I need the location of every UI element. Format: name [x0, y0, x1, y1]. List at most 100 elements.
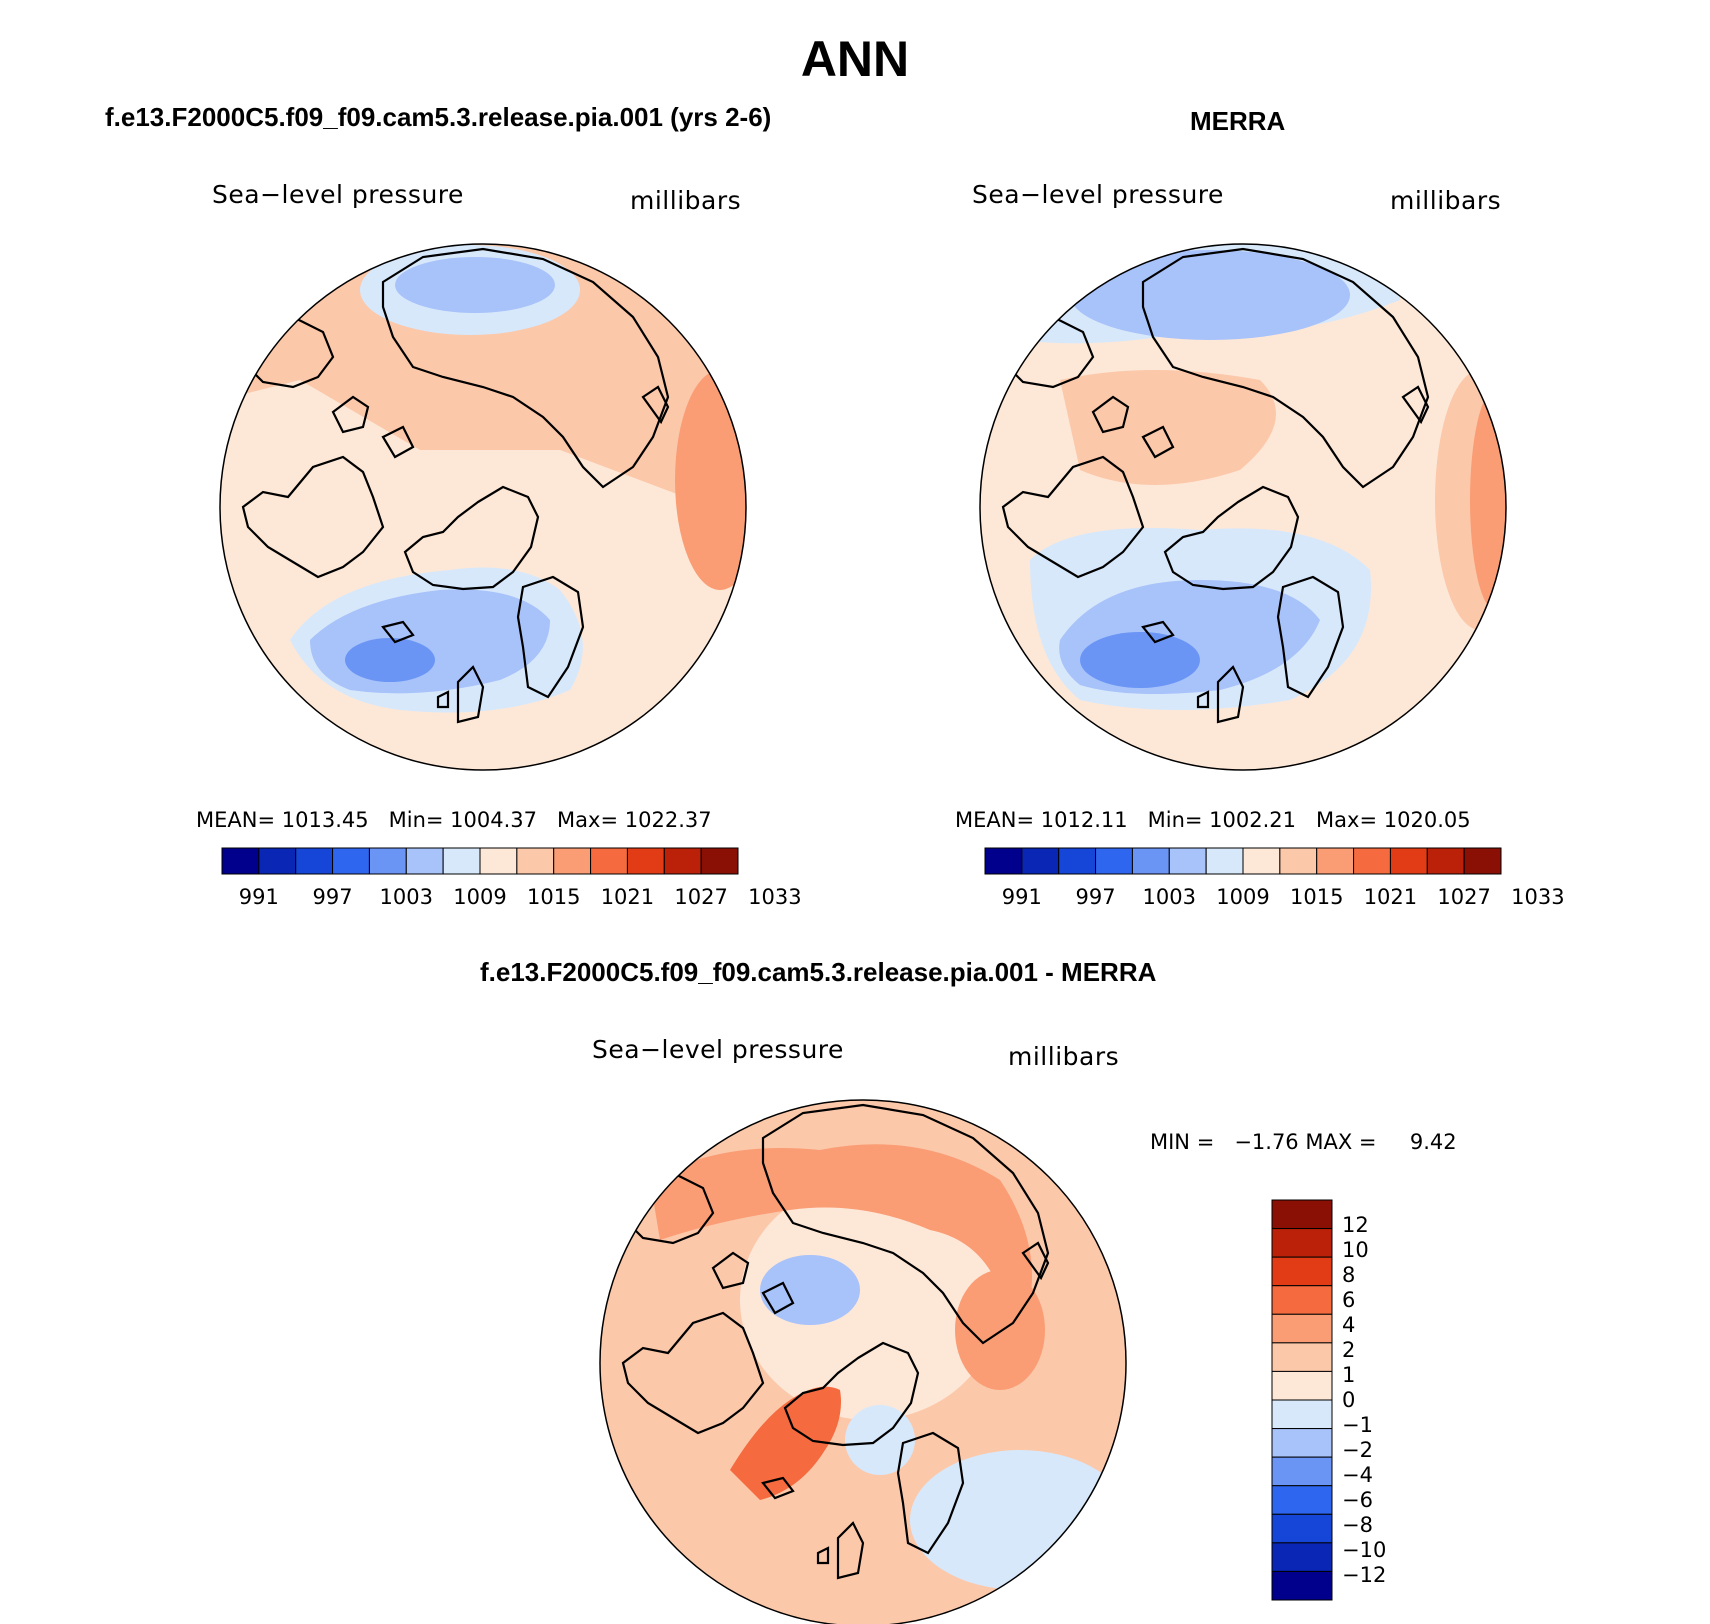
diff-blue-arctic [760, 1255, 860, 1325]
diff-map-border [599, 1099, 1127, 1624]
model-colorbar-swatch-11 [626, 847, 665, 875]
obs-stats: MEAN= 1012.11 Min= 1002.21 Max= 1020.05 [955, 808, 1471, 832]
diff-colorbar-tick-label: 0 [1342, 1388, 1355, 1412]
obs-map-border [979, 243, 1507, 771]
obs-salmon-east [1470, 390, 1506, 610]
diff-colorbar-tick-label: −1 [1342, 1413, 1373, 1437]
obs-colorbar-tick-label: 1033 [1511, 885, 1564, 909]
model-colorbar-swatch-13 [700, 847, 739, 875]
model-panel-title: f.e13.F2000C5.f09_f09.cam5.3.release.pia… [105, 102, 772, 132]
model-colorbar-tick-label: 1027 [674, 885, 727, 909]
obs-colorbar-swatch-0 [984, 847, 1023, 875]
model-colorbar-swatch-4 [368, 847, 407, 875]
diff-colorbar-tick-label: 2 [1342, 1338, 1355, 1362]
model-colorbar-tick-label: 1009 [453, 885, 506, 909]
model-blue-north-inner [395, 257, 555, 313]
diff-colorbar-tick-label: −12 [1342, 1563, 1386, 1587]
model-pink-region [220, 244, 746, 520]
diff-orange-greenland [730, 1386, 841, 1500]
obs-panel-title: MERRA [1190, 106, 1286, 136]
diff-colorbar-swatch-1 [1271, 1228, 1333, 1258]
model-colorbar-tick-label: 1015 [527, 885, 580, 909]
model-colorbar-swatch-5 [405, 847, 444, 875]
obs-colorbar-tick-label: 1003 [1143, 885, 1196, 909]
model-min-label: Min= [388, 808, 444, 832]
diff-colorbar-swatch-0 [1271, 1199, 1333, 1230]
model-mean-label: MEAN= [196, 808, 276, 832]
model-colorbar: 991 997 1003 1009 1015 1021 1027 1033 [221, 847, 802, 909]
obs-colorbar-swatch-9 [1316, 847, 1355, 875]
obs-colorbar-swatch-13 [1463, 847, 1502, 875]
model-colorbar-swatch-3 [332, 847, 370, 875]
obs-units-label: millibars [1390, 186, 1502, 215]
diff-colorbar-swatch-7 [1271, 1399, 1333, 1430]
obs-colorbar-swatch-7 [1242, 847, 1281, 875]
diff-colorbar-tick-label: −2 [1342, 1438, 1373, 1462]
model-salmon-east [675, 370, 746, 590]
model-colorbar-swatch-9 [553, 847, 592, 875]
diff-salmon-north [650, 1144, 1032, 1300]
obs-colorbar-swatch-11 [1389, 847, 1428, 875]
obs-colorbar-swatch-10 [1353, 847, 1391, 875]
model-stats: MEAN= 1013.45 Min= 1004.37 Max= 1022.37 [196, 808, 712, 832]
obs-min-label: Min= [1147, 808, 1203, 832]
model-field-label: Sea−level pressure [212, 180, 464, 209]
diff-colorbar-tick-label: −4 [1342, 1463, 1373, 1487]
model-map-border [219, 243, 747, 771]
obs-colorbar-swatch-6 [1205, 847, 1244, 875]
diff-neutral-center [740, 1180, 1000, 1420]
model-colorbar-tick-label: 1033 [748, 885, 801, 909]
diff-colorbar-swatch-8 [1271, 1428, 1333, 1458]
obs-colorbar-swatch-1 [1021, 847, 1060, 875]
diff-colorbar-tick-label: −6 [1342, 1488, 1373, 1512]
main-title: ANN [800, 31, 910, 87]
obs-colorbar-swatch-2 [1058, 847, 1097, 875]
diff-colorbar-tick-label: 4 [1342, 1313, 1355, 1337]
model-units-label: millibars [630, 186, 742, 215]
obs-colorbar-tick-label: 1027 [1437, 885, 1490, 909]
diff-panel-title: f.e13.F2000C5.f09_f09.cam5.3.release.pia… [480, 957, 1157, 987]
diff-colorbar-tick-label: 10 [1342, 1238, 1369, 1262]
diff-colorbar-swatch-11 [1271, 1513, 1333, 1544]
obs-colorbar: 991 997 1003 1009 1015 1021 1027 1033 [984, 847, 1565, 909]
model-min-value: 1004.37 [450, 808, 538, 832]
model-colorbar-swatch-2 [295, 847, 334, 875]
obs-low-center [1080, 632, 1200, 688]
diff-minmax: MIN = −1.76 MAX = 9.42 [1150, 1130, 1457, 1154]
diff-map [600, 1100, 1126, 1624]
obs-max-label: Max= [1316, 808, 1378, 832]
diff-colorbar-swatch-5 [1271, 1342, 1333, 1372]
diff-salmon-east [955, 1270, 1045, 1390]
obs-colorbar-swatch-12 [1426, 847, 1465, 875]
model-colorbar-swatch-0 [221, 847, 260, 875]
diff-colorbar-tick-label: 1 [1342, 1363, 1355, 1387]
obs-colorbar-swatch-4 [1131, 847, 1170, 875]
model-low-center [345, 638, 435, 682]
diff-units-label: millibars [1008, 1042, 1120, 1071]
diff-colorbar-swatch-2 [1271, 1256, 1333, 1287]
diff-colorbar-tick-label: 6 [1342, 1288, 1355, 1312]
diff-colorbar-swatch-12 [1271, 1542, 1333, 1572]
obs-colorbar-swatch-3 [1095, 847, 1133, 875]
diff-colorbar-swatch-3 [1271, 1285, 1333, 1315]
diff-colorbar-tick-label: 12 [1342, 1213, 1369, 1237]
obs-blue-north [1070, 250, 1350, 340]
obs-mean-value: 1012.11 [1040, 808, 1128, 832]
obs-colorbar-tick-label: 1009 [1216, 885, 1269, 909]
diff-colorbar-swatch-10 [1271, 1485, 1333, 1515]
diff-colorbar-swatch-6 [1271, 1370, 1333, 1401]
model-colorbar-swatch-12 [663, 847, 702, 875]
model-map [220, 244, 746, 770]
model-colorbar-tick-label: 997 [313, 885, 353, 909]
diff-colorbar-tick-label: −8 [1342, 1513, 1373, 1537]
obs-colorbar-tick-label: 1015 [1290, 885, 1343, 909]
obs-colorbar-swatch-8 [1279, 847, 1318, 875]
model-max-label: Max= [557, 808, 619, 832]
model-colorbar-swatch-6 [442, 847, 481, 875]
model-colorbar-tick-label: 1021 [601, 885, 654, 909]
diff-field-label: Sea−level pressure [592, 1035, 844, 1064]
obs-colorbar-tick-label: 991 [1002, 885, 1042, 909]
obs-colorbar-tick-label: 997 [1076, 885, 1116, 909]
obs-field-label: Sea−level pressure [972, 180, 1224, 209]
